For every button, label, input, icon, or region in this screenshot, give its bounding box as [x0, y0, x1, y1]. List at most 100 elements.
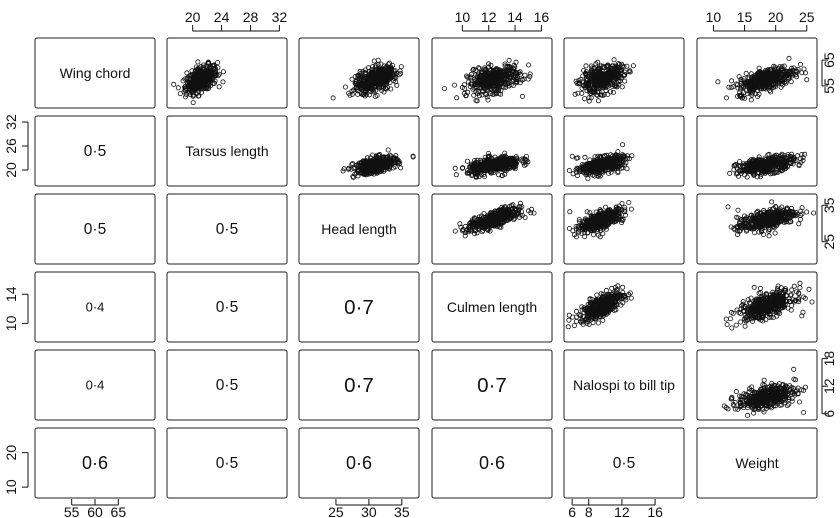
data-point	[777, 64, 783, 70]
data-point	[579, 90, 585, 96]
data-point	[572, 232, 578, 238]
data-point	[490, 163, 496, 169]
data-point	[513, 79, 519, 85]
scatter-panel-1-5	[727, 151, 808, 180]
data-point	[192, 76, 198, 82]
data-point	[729, 78, 735, 84]
data-point	[750, 90, 756, 96]
data-point	[584, 161, 590, 167]
data-point	[377, 71, 383, 77]
data-point	[578, 223, 584, 229]
data-point	[347, 92, 353, 98]
data-point	[778, 160, 784, 166]
data-point	[381, 89, 387, 95]
data-point	[588, 67, 594, 73]
correlation-label: 0·5	[84, 221, 106, 238]
data-point	[587, 210, 593, 216]
data-point	[758, 166, 764, 172]
data-point	[577, 219, 583, 225]
data-point	[467, 222, 473, 228]
correlation-label: 0·5	[216, 455, 238, 472]
data-point	[757, 78, 763, 84]
data-point	[206, 83, 212, 89]
data-point	[786, 55, 792, 61]
data-point	[601, 224, 607, 230]
data-point	[733, 81, 739, 87]
data-point	[616, 61, 622, 67]
data-point	[760, 157, 766, 163]
panel-0-0	[34, 37, 156, 109]
data-point	[517, 200, 523, 206]
data-point	[585, 76, 591, 82]
panel-1-2	[298, 115, 420, 187]
data-point	[187, 92, 193, 98]
data-point	[477, 66, 483, 72]
data-point	[187, 73, 193, 79]
data-point	[471, 167, 477, 173]
panel-1-0	[34, 115, 156, 187]
data-point	[607, 156, 613, 162]
data-point	[764, 167, 770, 173]
data-point	[614, 157, 620, 163]
outlier-point	[384, 161, 390, 167]
data-point	[492, 75, 498, 81]
data-point	[590, 85, 596, 91]
data-point	[507, 155, 513, 161]
panel-2-2	[298, 193, 420, 265]
data-point	[801, 66, 807, 72]
data-point	[357, 68, 363, 74]
data-point	[375, 161, 381, 167]
data-point	[611, 69, 617, 75]
data-point	[775, 73, 781, 79]
data-point	[760, 84, 766, 90]
panel-3-2	[298, 271, 420, 343]
data-point	[193, 74, 199, 80]
data-point	[617, 207, 623, 213]
data-point	[496, 172, 502, 178]
data-point	[595, 75, 601, 81]
outlier-point	[802, 151, 808, 157]
data-point	[202, 86, 208, 92]
data-point	[355, 161, 361, 167]
data-point	[501, 162, 507, 168]
data-point	[741, 161, 747, 167]
scatter-panel-1-2	[340, 147, 416, 180]
data-point	[621, 64, 627, 70]
data-point	[770, 159, 776, 165]
data-point	[484, 81, 490, 87]
panel-5-1	[166, 427, 288, 499]
data-point	[220, 79, 226, 85]
data-point	[453, 172, 459, 178]
data-point	[370, 71, 376, 77]
outlier-point	[613, 152, 619, 158]
data-point	[464, 158, 470, 164]
data-point	[619, 200, 625, 206]
data-point	[398, 71, 404, 77]
data-point	[723, 95, 729, 101]
data-point	[410, 154, 416, 160]
data-point	[184, 75, 190, 81]
data-point	[591, 159, 597, 165]
data-point	[213, 72, 219, 78]
data-point	[366, 160, 372, 166]
data-point	[487, 223, 493, 229]
data-point	[777, 156, 783, 162]
data-point	[610, 155, 616, 161]
data-point	[370, 64, 376, 70]
data-point	[479, 80, 485, 86]
data-point	[798, 61, 804, 67]
panel-1-4	[563, 115, 685, 187]
data-point	[610, 211, 616, 217]
correlation-label: 0·6	[82, 453, 108, 473]
outlier-point	[205, 59, 211, 65]
data-point	[491, 74, 497, 80]
data-point	[484, 162, 490, 168]
data-point	[607, 159, 613, 165]
data-point	[790, 161, 796, 167]
data-point	[395, 160, 401, 166]
data-point	[476, 93, 482, 99]
data-point	[767, 88, 773, 94]
data-point	[363, 168, 369, 174]
data-point	[595, 89, 601, 95]
